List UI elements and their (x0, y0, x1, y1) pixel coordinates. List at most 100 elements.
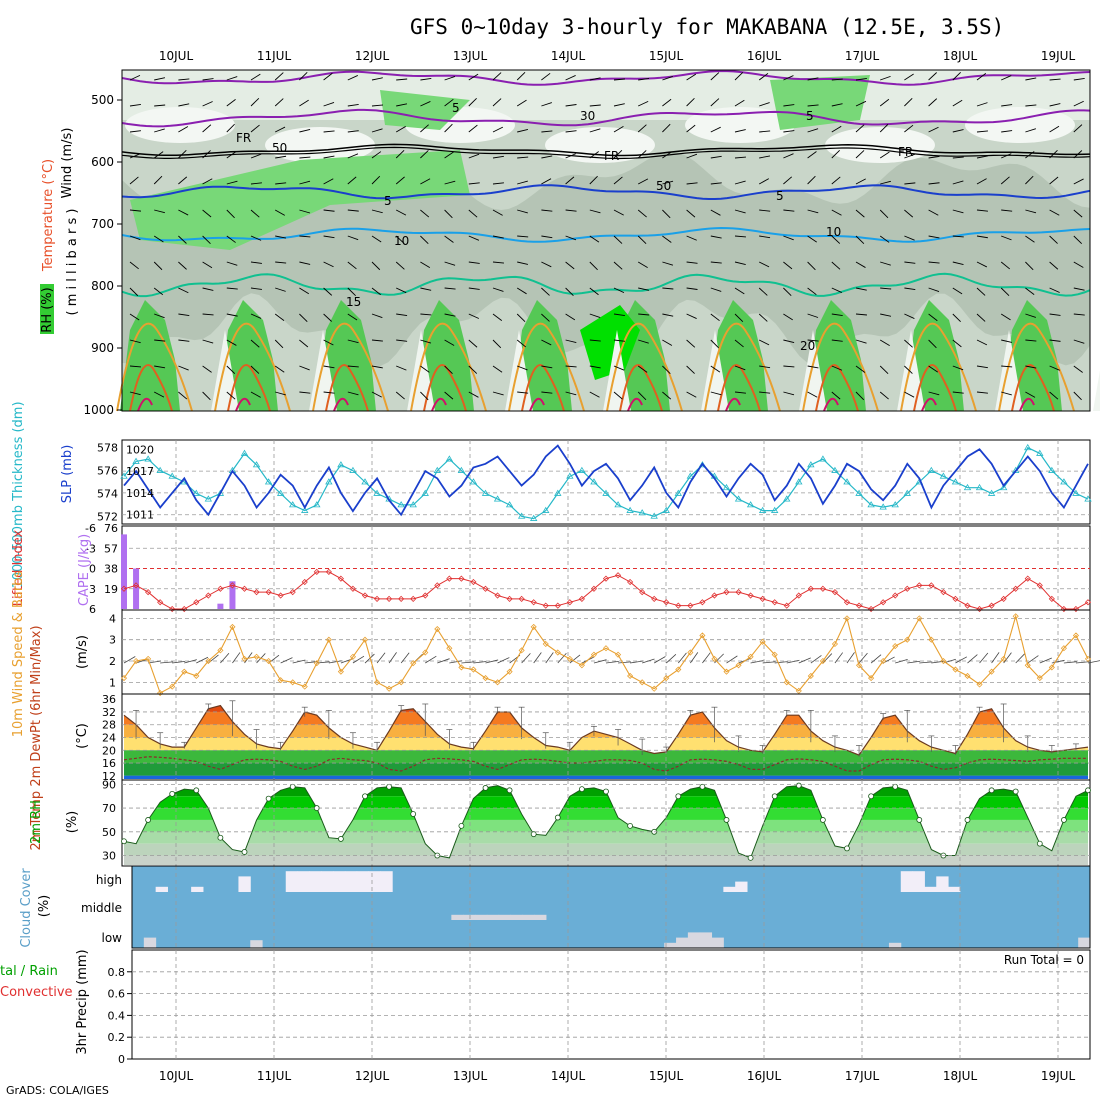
temp-tick-label: 20 (102, 744, 116, 757)
wind-barb (759, 261, 770, 268)
wind-point (976, 681, 983, 688)
li-tick-label: -3 (85, 542, 96, 555)
wind-point (783, 679, 790, 686)
thickness-line (123, 446, 1089, 520)
surface-wind-barb (834, 652, 843, 664)
thickness-point (614, 501, 622, 508)
wind-barb (734, 287, 745, 295)
wind-barb (420, 391, 429, 401)
cloud-gap-middle (451, 914, 464, 920)
contour-label: FR (898, 145, 913, 159)
thickness-point (517, 512, 526, 519)
wind-point (277, 677, 284, 684)
wind-barb (904, 391, 915, 398)
wind-barb (541, 130, 553, 133)
wind-point (639, 679, 646, 686)
wind-barb (589, 313, 601, 318)
wind-barb (299, 313, 308, 323)
wind-barb (154, 313, 165, 319)
contour-freezing (121, 143, 1091, 157)
dry-patch (965, 107, 1075, 143)
wind-barb (178, 176, 188, 185)
wind-barb (154, 339, 166, 342)
wind-barb (250, 97, 260, 107)
surface-wind-barb (895, 659, 908, 664)
wind-barb (444, 123, 453, 133)
rh-label: 2m RH (29, 800, 44, 844)
wind-barb (517, 235, 529, 238)
temp-tick-label: 12 (102, 770, 116, 783)
contour-25 (717, 364, 761, 412)
cloud-gap-low (676, 937, 689, 948)
wind-barb (202, 78, 214, 81)
temp-fill (124, 705, 1088, 779)
wind-barb (831, 391, 841, 400)
wind-barb (468, 97, 477, 107)
wind-barb (589, 339, 601, 342)
wind-barb (831, 209, 842, 216)
li-point (904, 585, 911, 592)
rh-band-mid (122, 151, 1090, 367)
wind-barb (686, 182, 698, 185)
wind-series (120, 613, 1100, 697)
slp-label: SLP (mb) (60, 445, 75, 504)
wind-barb (710, 72, 720, 81)
wind-point (241, 655, 248, 662)
rh-point (964, 817, 971, 823)
wind-point (434, 625, 441, 633)
wind-point (831, 640, 839, 648)
wind-barb (613, 261, 623, 270)
li-point (639, 589, 646, 596)
wind-barb (807, 128, 819, 133)
cloud-label: Cloud Cover (19, 868, 34, 948)
wind-barb (1001, 391, 1012, 396)
wind-barb (637, 150, 647, 159)
li-point (819, 585, 826, 592)
wind-barb (976, 73, 987, 81)
precip-tick-label: 0.8 (108, 966, 126, 979)
thickness-point (1048, 466, 1056, 473)
precip-frame (131, 949, 1091, 1060)
wind-barb (153, 261, 163, 271)
contour-minus10 (121, 69, 1091, 86)
wind-barb (637, 261, 648, 269)
wind-barb (783, 153, 794, 159)
wind-barb (202, 101, 213, 107)
rh-band (124, 796, 1088, 809)
wind-barb (444, 98, 454, 107)
contour-25 (815, 364, 859, 412)
li-point (964, 602, 971, 609)
wind-barb (226, 261, 238, 266)
wind-barb (565, 104, 577, 107)
wind-barb (855, 77, 867, 81)
wind-barb (783, 261, 793, 270)
contour-25 (227, 364, 271, 412)
wind-barb (734, 313, 744, 323)
temp-band (124, 763, 1088, 776)
surface-wind-barb (618, 661, 632, 664)
cloud-gap-high (900, 871, 914, 892)
wind-barb (952, 391, 964, 394)
thickness-point (120, 472, 128, 479)
cape-tick-label: 76 (104, 522, 118, 535)
wind-barb (274, 313, 285, 321)
wind-point (855, 662, 863, 669)
wind-barb (371, 104, 383, 107)
wind-barb (734, 71, 744, 81)
wind-barb (541, 178, 552, 185)
rh-point (627, 822, 633, 829)
rh-legend-swatch (40, 284, 54, 334)
wind-barb (226, 391, 236, 400)
wind-barb (541, 155, 553, 159)
cloud-gap-low (711, 937, 724, 948)
wind-barb (710, 126, 721, 133)
wind-barb (129, 339, 141, 344)
wind-barb (662, 261, 674, 266)
precip-grid (132, 950, 1090, 1059)
wind-barb (1073, 313, 1085, 316)
wind-barb (129, 103, 141, 107)
surface-wind-barb (461, 661, 475, 664)
cloud-gap-low (250, 940, 263, 948)
rh-point (482, 785, 489, 791)
precip-tick-label: 0.2 (108, 1031, 126, 1044)
